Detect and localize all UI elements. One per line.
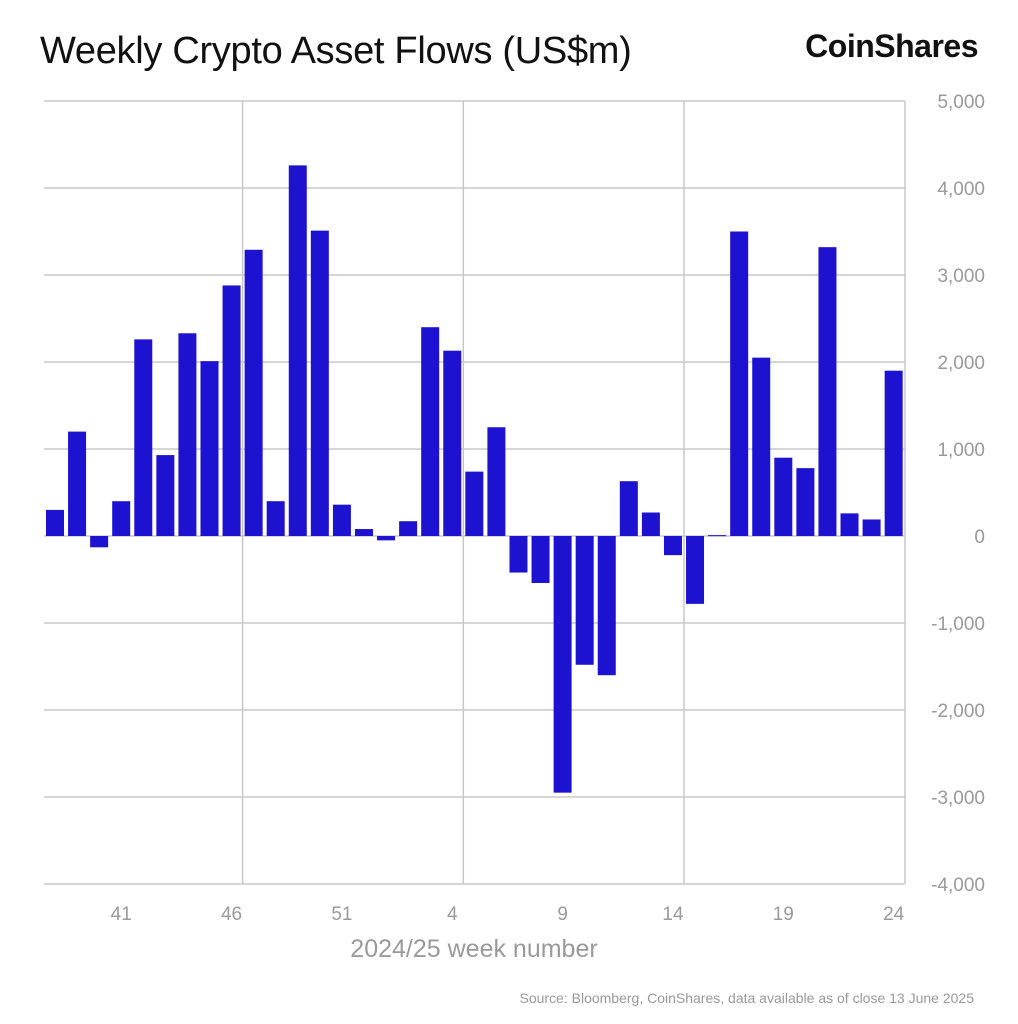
y-tick-label: 5,000: [937, 92, 985, 113]
y-tick-label: -4,000: [931, 875, 985, 896]
bar-week-39: [68, 431, 87, 536]
bar-week-51: [332, 504, 351, 536]
bar-week-50: [310, 230, 329, 536]
x-tick-label: 14: [662, 904, 684, 925]
bar-week-2: [399, 521, 418, 536]
bar-week-23: [862, 519, 881, 536]
x-tick-label: 24: [883, 904, 905, 925]
bar-week-16: [708, 535, 727, 537]
y-tick-label: -3,000: [931, 788, 985, 809]
x-tick-label: 51: [331, 904, 352, 925]
bar-week-17: [730, 231, 749, 536]
x-tick-label: 19: [773, 904, 794, 925]
bar-week-6: [487, 427, 506, 536]
bar-week-21: [818, 247, 837, 536]
bar-week-47: [244, 249, 263, 536]
bar-week-41: [112, 501, 131, 536]
x-axis-title: 2024/25 week number: [350, 935, 597, 963]
bar-week-44: [178, 333, 197, 536]
bar-week-9: [553, 536, 572, 793]
chart-title: Weekly Crypto Asset Flows (US$m): [40, 30, 632, 72]
y-tick-label: 2,000: [937, 353, 985, 374]
x-tick-label: 46: [221, 904, 242, 925]
source-note: Source: Bloomberg, CoinShares, data avai…: [519, 990, 974, 1006]
bar-week-7: [509, 536, 528, 573]
bar-week-15: [686, 536, 705, 604]
bar-week-8: [531, 536, 550, 583]
y-tick-label: 1,000: [937, 440, 985, 461]
x-tick-label: 41: [111, 904, 132, 925]
bar-week-45: [200, 361, 219, 536]
bar-week-5: [465, 471, 484, 536]
bar-week-12: [619, 481, 638, 536]
bar-week-3: [421, 327, 440, 536]
y-tick-label: -1,000: [931, 614, 985, 635]
coinshares-logo: CoinShares: [805, 28, 978, 64]
x-tick-label: 4: [447, 904, 458, 925]
bar-week-4: [443, 350, 462, 536]
bar-week-10: [575, 536, 594, 665]
bar-week-40: [90, 536, 109, 548]
bar-week-46: [222, 285, 241, 536]
bar-week-38: [46, 509, 64, 536]
y-tick-label: 4,000: [937, 179, 985, 200]
bar-week-11: [597, 536, 616, 676]
bar-week-43: [156, 455, 175, 536]
bar-week-24: [884, 370, 903, 536]
bar-week-13: [641, 512, 660, 536]
x-tick-label: 9: [557, 904, 568, 925]
bar-week-49: [288, 165, 307, 536]
bar-week-18: [752, 357, 771, 536]
bar-week-14: [663, 536, 682, 556]
bar-week-42: [134, 339, 153, 536]
bar-week-22: [840, 513, 859, 536]
y-tick-label: 0: [974, 527, 985, 548]
y-tick-label: 3,000: [937, 266, 985, 287]
bar-week-20: [796, 468, 815, 536]
bar-week-48: [266, 501, 285, 536]
bar-week-52: [354, 529, 373, 536]
bar-week-19: [774, 457, 793, 536]
y-tick-label: -2,000: [931, 701, 985, 722]
bar-week-1: [377, 536, 396, 541]
